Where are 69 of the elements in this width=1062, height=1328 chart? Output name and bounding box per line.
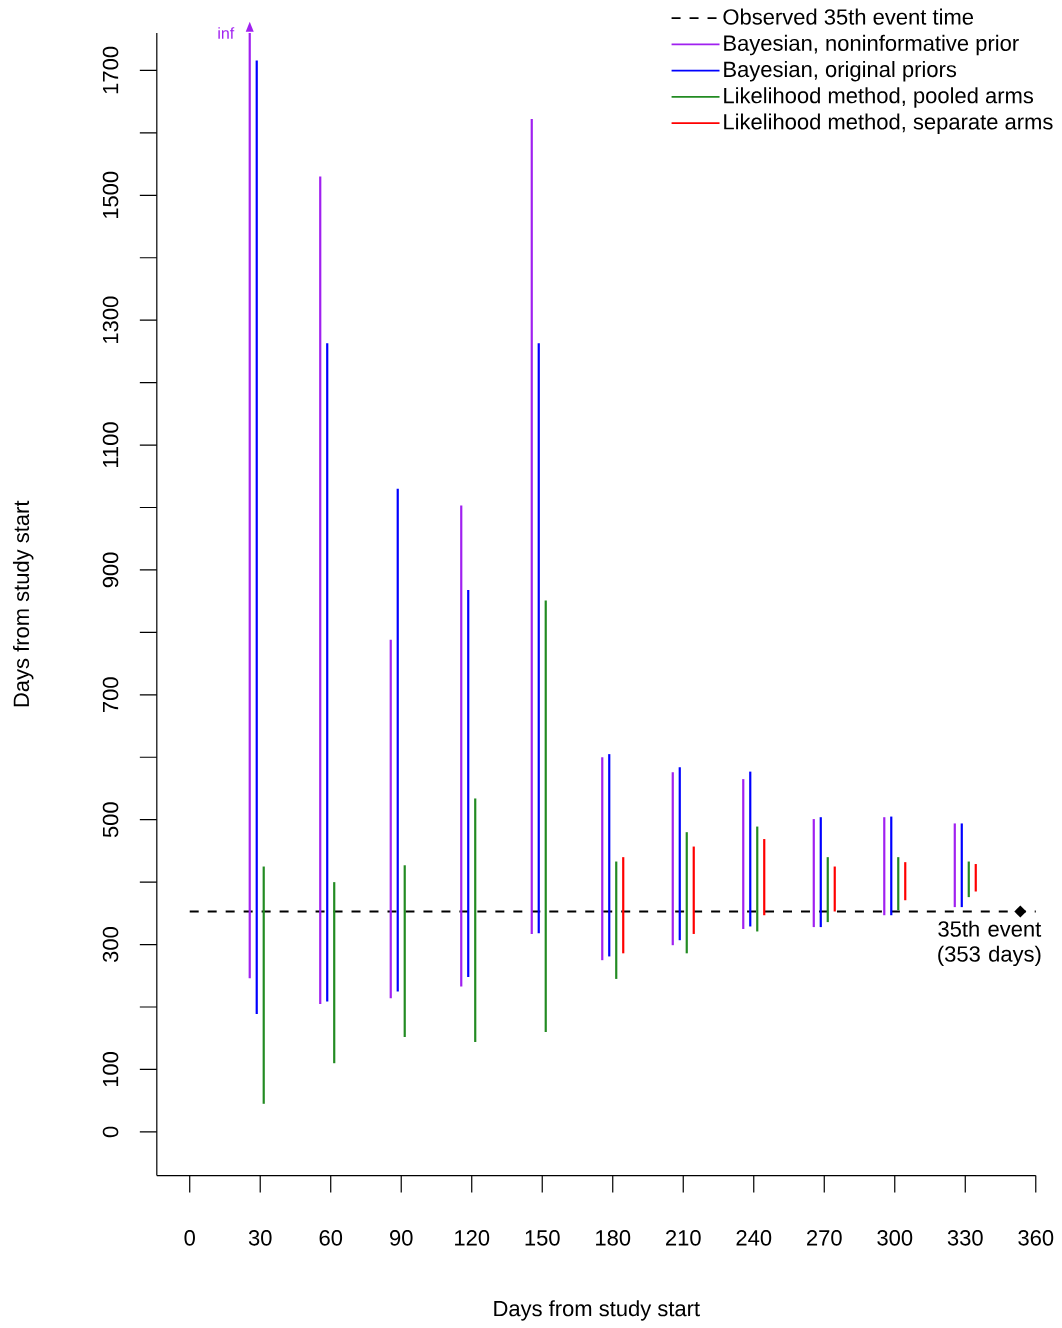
bar [749, 771, 752, 927]
bar [967, 861, 970, 898]
y-tick-label: 1700 [102, 46, 119, 94]
bar [756, 826, 759, 932]
y-axis-title: Days from study start [13, 500, 34, 707]
bar [615, 861, 618, 979]
bar [474, 798, 477, 1042]
bar [671, 772, 674, 946]
x-tick-label: 330 [947, 1230, 983, 1246]
bar [742, 779, 745, 929]
x-tick-label: 270 [807, 1230, 842, 1246]
y-tick-label: 1500 [102, 171, 119, 219]
x-tick-label: 180 [596, 1230, 631, 1246]
bar [953, 823, 957, 908]
y-tick-label: 0 [102, 1126, 119, 1138]
bar [544, 600, 547, 1032]
bar [389, 639, 392, 999]
legend-label: Bayesian, original priors [724, 61, 957, 82]
bar [692, 846, 695, 934]
bar [460, 505, 463, 987]
bar [403, 865, 406, 1037]
annotation: inf [218, 27, 235, 39]
x-tick-label: 120 [455, 1230, 490, 1246]
bar [960, 823, 963, 908]
bar [255, 60, 258, 1014]
x-tick-label: 300 [877, 1230, 913, 1246]
legend-label: Bayesian, noninformative prior [724, 34, 1019, 56]
bar [897, 857, 900, 911]
annotation: 35th event (353 days) [938, 920, 1042, 967]
x-tick-label: 150 [525, 1230, 560, 1246]
y-tick-label: 100 [102, 1052, 119, 1087]
x-tick-label: 90 [390, 1230, 413, 1246]
bar [883, 817, 886, 916]
bar [904, 862, 907, 901]
bar [826, 857, 829, 923]
y-tick-label: 300 [102, 927, 119, 963]
bar [819, 817, 822, 928]
bar [326, 343, 329, 1002]
bar [396, 488, 399, 992]
x-tick-label: 60 [319, 1230, 343, 1246]
bar [319, 176, 322, 1004]
bar [890, 816, 893, 916]
legend-label: Observed 35th event time [723, 8, 974, 25]
bar [467, 589, 470, 978]
y-tick-label: 900 [102, 552, 119, 588]
bar [537, 343, 540, 934]
bar [601, 757, 604, 961]
x-tick-label: 30 [248, 1230, 272, 1246]
bar [262, 866, 265, 1104]
y-tick-label: 1300 [102, 296, 119, 343]
bar [608, 754, 611, 957]
bar [812, 819, 815, 928]
bar [974, 864, 977, 892]
bar [622, 857, 625, 954]
x-tick-label: 210 [666, 1230, 701, 1246]
legend-label: Likelihood method, separate arms [724, 113, 1053, 134]
bar [763, 839, 766, 916]
legend-label: Likelihood method, pooled arms [724, 87, 1034, 108]
bar [333, 882, 336, 1064]
y-tick-label: 1100 [102, 422, 119, 468]
x-tick-label: 360 [1018, 1230, 1054, 1246]
y-tick-label: 500 [102, 802, 119, 838]
bar [530, 119, 533, 934]
x-tick-label: 240 [736, 1230, 772, 1246]
x-axis-title: Days from study start [494, 1300, 701, 1321]
x-tick-label: 0 [184, 1230, 196, 1246]
bar [678, 767, 681, 941]
y-tick-label: 700 [102, 677, 119, 713]
bar [685, 832, 688, 954]
